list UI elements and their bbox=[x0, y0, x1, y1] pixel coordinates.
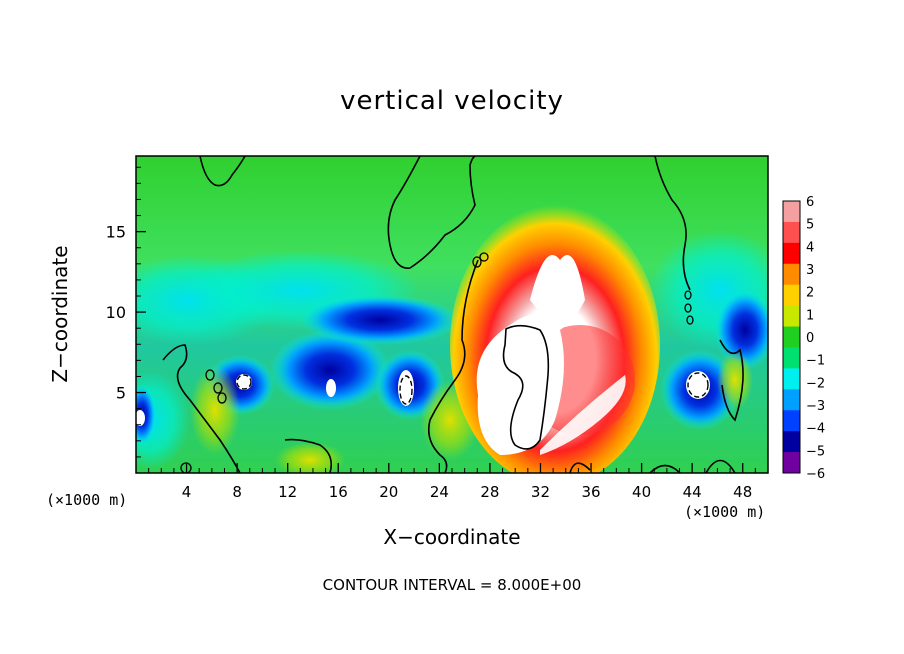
x-axis: 4 8 12 16 20 24 28 32 36 40 44 48 bbox=[148, 463, 756, 501]
x-tick-label: 12 bbox=[278, 483, 297, 501]
colorbar-label: 2 bbox=[806, 286, 814, 301]
chart-title: vertical velocity bbox=[340, 86, 564, 116]
colorbar-label: −5 bbox=[806, 444, 825, 459]
x-tick-label: 4 bbox=[182, 483, 192, 501]
colorbar-swatch bbox=[783, 221, 800, 244]
x-axis-label: X−coordinate bbox=[383, 525, 521, 549]
contour-interval-note: CONTOUR INTERVAL = 8.000E+00 bbox=[322, 576, 582, 594]
colorbar-swatch bbox=[783, 389, 800, 411]
colorbar-label: 3 bbox=[806, 263, 814, 278]
colorbar-swatch bbox=[783, 284, 800, 307]
x-tick-label: 24 bbox=[430, 483, 449, 501]
x-tick-label: 32 bbox=[531, 483, 550, 501]
colorbar-label: 5 bbox=[806, 218, 814, 233]
x-tick-label: 48 bbox=[733, 483, 752, 501]
colorbar-swatch bbox=[783, 305, 800, 328]
colorbar-label: 1 bbox=[806, 308, 814, 323]
colorbar-label: −2 bbox=[806, 376, 825, 391]
heatmap-field bbox=[136, 156, 768, 473]
colorbar-swatch bbox=[783, 431, 800, 453]
colorbar-swatch bbox=[783, 201, 800, 223]
colorbar-label: 6 bbox=[806, 195, 814, 210]
colorbar-swatch bbox=[783, 263, 800, 286]
y-tick-label: 5 bbox=[116, 384, 126, 403]
y-tick-label: 15 bbox=[106, 223, 126, 242]
y-tick-label: 10 bbox=[106, 303, 126, 322]
colorbar-label: −4 bbox=[806, 422, 825, 437]
y-axis: 5 10 15 bbox=[106, 166, 146, 458]
x-tick-label: 28 bbox=[480, 483, 499, 501]
x-unit-label-right: (×1000 m) bbox=[684, 503, 766, 521]
colorbar-label: 4 bbox=[806, 240, 814, 255]
colorbar: 6 5 4 3 2 1 0 −1 −2 −3 −4 −5 −6 bbox=[782, 195, 825, 482]
x-tick-label: 44 bbox=[683, 483, 702, 501]
colorbar-label: −3 bbox=[806, 399, 825, 414]
colorbar-swatch bbox=[783, 368, 800, 390]
colorbar-swatch bbox=[783, 410, 800, 432]
colorbar-label: −1 bbox=[806, 354, 825, 369]
x-tick-label: 16 bbox=[329, 483, 348, 501]
colorbar-swatch bbox=[783, 452, 800, 474]
colorbar-swatch bbox=[783, 347, 800, 369]
x-unit-label-left: (×1000 m) bbox=[46, 491, 128, 509]
x-tick-label: 20 bbox=[379, 483, 398, 501]
colorbar-swatch bbox=[783, 242, 800, 265]
colorbar-frame bbox=[782, 200, 801, 474]
x-tick-label: 40 bbox=[632, 483, 651, 501]
colorbar-label: −6 bbox=[806, 467, 825, 482]
y-axis-label: Z−coordinate bbox=[48, 245, 72, 383]
x-tick-label: 36 bbox=[581, 483, 600, 501]
x-tick-label: 8 bbox=[232, 483, 242, 501]
colorbar-label: 0 bbox=[806, 331, 814, 346]
colorbar-swatch bbox=[783, 326, 800, 348]
